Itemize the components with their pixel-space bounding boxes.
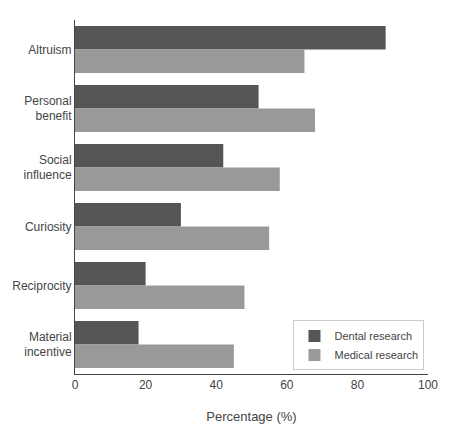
svg-text:Personalbenefit: Personalbenefit <box>24 94 72 124</box>
svg-text:Socialinfluence: Socialinfluence <box>24 153 72 183</box>
svg-text:Materialincentive: Materialincentive <box>24 330 72 360</box>
svg-text:40: 40 <box>210 378 224 392</box>
svg-text:Altruism: Altruism <box>28 43 71 57</box>
svg-text:Reciprocity: Reciprocity <box>12 279 71 293</box>
svg-text:Medical research: Medical research <box>334 349 418 361</box>
svg-text:0: 0 <box>72 378 79 392</box>
svg-text:Dental research: Dental research <box>334 330 412 342</box>
svg-text:100: 100 <box>418 378 438 392</box>
svg-text:Percentage (%): Percentage (%) <box>206 409 296 424</box>
svg-text:Curiosity: Curiosity <box>25 220 72 234</box>
svg-text:80: 80 <box>351 378 365 392</box>
svg-text:20: 20 <box>139 378 153 392</box>
svg-text:60: 60 <box>280 378 294 392</box>
